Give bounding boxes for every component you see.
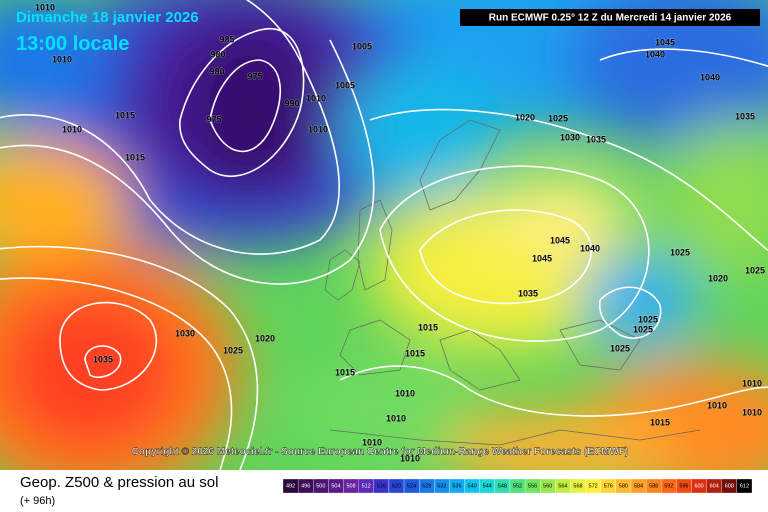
isobar-label: 1010 bbox=[742, 407, 762, 417]
colorbar-label: 508 bbox=[346, 483, 355, 489]
colorbar-label: 556 bbox=[528, 483, 537, 489]
copyright: Copyright © 2026 Meteociel.fr - Source E… bbox=[132, 447, 629, 458]
isobar-label: 990 bbox=[284, 98, 299, 108]
isobar-label: 1025 bbox=[670, 247, 690, 257]
isobar-label: 1040 bbox=[645, 49, 665, 59]
run-banner bbox=[460, 9, 760, 26]
colorbar-label: 528 bbox=[422, 483, 431, 489]
forecast-date: Dimanche 18 janvier 2026 bbox=[16, 9, 199, 26]
isobar-label: 1040 bbox=[580, 243, 600, 253]
isobar-label: 1020 bbox=[515, 112, 535, 122]
colorbar-label: 612 bbox=[740, 483, 749, 489]
isobar-label: 1025 bbox=[638, 314, 658, 324]
isobar-label: 1025 bbox=[223, 345, 243, 355]
isobar-label: 1010 bbox=[52, 54, 72, 64]
colorbar-label: 516 bbox=[377, 483, 386, 489]
colorbar-label: 500 bbox=[316, 483, 325, 489]
footer-lead: (+ 96h) bbox=[20, 495, 55, 507]
isobar-label: 1015 bbox=[650, 417, 670, 427]
colorbar-label: 560 bbox=[543, 483, 552, 489]
isobar-label: 1035 bbox=[93, 354, 113, 364]
isobar-label: 1010 bbox=[742, 378, 762, 388]
isobar-label: 1025 bbox=[633, 324, 653, 334]
isobars bbox=[0, 0, 768, 470]
isobar-label: 1035 bbox=[518, 288, 538, 298]
isobar-labels: 1010 1010 1015 1010 1015 985 980 980 975 975 990 10… bbox=[34, 2, 765, 464]
isobar-label: 1010 bbox=[35, 2, 55, 12]
colorbar-label: 608 bbox=[725, 483, 734, 489]
isobar-label: 1005 bbox=[335, 80, 355, 90]
colorbar-label: 568 bbox=[573, 483, 582, 489]
isobar-label: 1010 bbox=[362, 437, 382, 447]
footer-title: Geop. Z500 & pression au sol bbox=[20, 474, 218, 491]
isobar-label: 1045 bbox=[532, 253, 552, 263]
colorbar-label: 540 bbox=[468, 483, 477, 489]
isobar-label: 1015 bbox=[418, 322, 438, 332]
isobar-label: 1025 bbox=[745, 265, 765, 275]
isobar-label: 1035 bbox=[735, 111, 755, 121]
isobar-label: 1030 bbox=[560, 132, 580, 142]
colorbar-label: 512 bbox=[362, 483, 371, 489]
colorbar-label: 548 bbox=[498, 483, 507, 489]
isobar-label: 1005 bbox=[352, 41, 372, 51]
isobar-label: 1010 bbox=[395, 388, 415, 398]
colorbar-label: 532 bbox=[437, 483, 446, 489]
geopotential-field bbox=[0, 0, 768, 470]
forecast-time: 13:00 locale bbox=[16, 33, 129, 55]
isobar-label: 980 bbox=[210, 49, 225, 59]
colorbar-label: 596 bbox=[679, 483, 688, 489]
isobar-label: 985 bbox=[219, 34, 234, 44]
colorbar-label: 584 bbox=[634, 483, 643, 489]
isobar-label: 1045 bbox=[655, 37, 675, 47]
colorbar-label: 552 bbox=[513, 483, 522, 489]
colorbar: 492 496 500 504 508 512 516 520 524 528 532 536 540 5… bbox=[282, 478, 753, 494]
run-info: Run ECMWF 0.25° 12 Z du Mercredi 14 janv… bbox=[489, 13, 732, 24]
colorbar-label: 496 bbox=[301, 483, 310, 489]
colorbar-label: 604 bbox=[710, 483, 719, 489]
isobar-label: 980 bbox=[209, 66, 224, 76]
colorbar-label: 572 bbox=[589, 483, 598, 489]
map: 1010 1010 1015 1010 1015 985 980 980 975 975 990 10… bbox=[0, 0, 768, 470]
isobar-label: 1010 bbox=[308, 124, 328, 134]
colorbar-label: 592 bbox=[664, 483, 673, 489]
isobar-label: 1015 bbox=[335, 367, 355, 377]
colorbar-label: 580 bbox=[619, 483, 628, 489]
isobar-label: 1025 bbox=[548, 113, 568, 123]
isobar-label: 1040 bbox=[700, 72, 720, 82]
isobar-label: 1015 bbox=[405, 348, 425, 358]
colorbar-swatch bbox=[736, 478, 753, 494]
isobar-label: 1010 bbox=[62, 124, 82, 134]
colorbar-label: 492 bbox=[286, 483, 295, 489]
isobar-label: 975 bbox=[206, 114, 221, 124]
colorbar-label: 520 bbox=[392, 483, 401, 489]
isobar-label: 1025 bbox=[610, 343, 630, 353]
isobar-label: 1015 bbox=[125, 152, 145, 162]
isobar-label: 1010 bbox=[306, 93, 326, 103]
colorbar-label: 536 bbox=[452, 483, 461, 489]
isobar-label: 1010 bbox=[386, 413, 406, 423]
isobar-label: 1020 bbox=[708, 273, 728, 283]
colorbar-label: 588 bbox=[649, 483, 658, 489]
isobar-label: 1015 bbox=[115, 110, 135, 120]
colorbar-label: 600 bbox=[694, 483, 703, 489]
isobar-label: 1030 bbox=[175, 328, 195, 338]
isobar-label: 1010 bbox=[400, 453, 420, 463]
colorbar-label: 504 bbox=[331, 483, 340, 489]
isobar-label: 1045 bbox=[550, 235, 570, 245]
colorbar-label: 544 bbox=[483, 483, 492, 489]
colorbar-label: 524 bbox=[407, 483, 416, 489]
colorbar-label: 564 bbox=[558, 483, 567, 489]
isobar-label: 1035 bbox=[586, 134, 606, 144]
isobar-label: 1010 bbox=[707, 400, 727, 410]
colorbar-label: 576 bbox=[604, 483, 613, 489]
isobar-label: 975 bbox=[247, 71, 262, 81]
isobar-label: 1020 bbox=[255, 333, 275, 343]
